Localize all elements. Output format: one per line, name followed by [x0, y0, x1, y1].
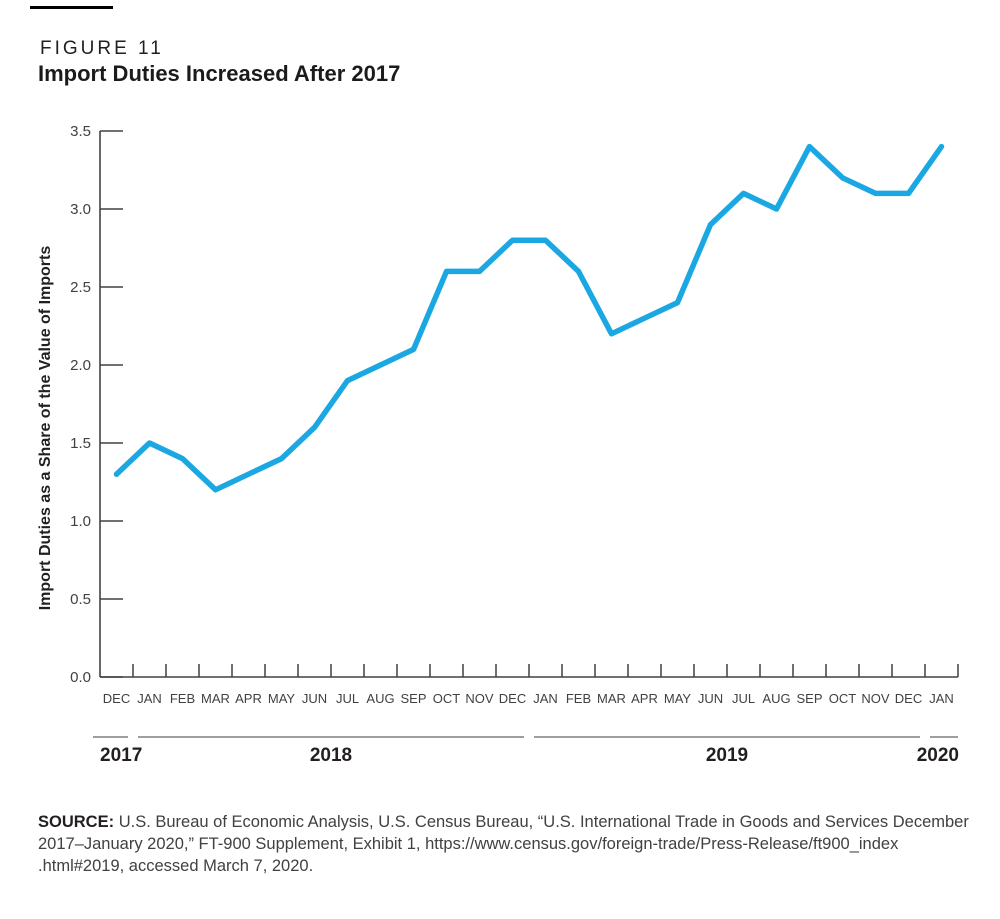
month-label: MAY	[268, 691, 296, 706]
y-tick-label: 3.5	[70, 123, 91, 140]
month-label: JAN	[929, 691, 954, 706]
month-label: AUG	[762, 691, 790, 706]
month-label: FEB	[170, 691, 195, 706]
month-label: JUN	[302, 691, 327, 706]
month-label: MAR	[201, 691, 230, 706]
y-tick-label: 0.0	[70, 669, 91, 686]
source-note: SOURCE: U.S. Bureau of Economic Analysis…	[38, 811, 973, 877]
source-line: 2017–January 2020,” FT-900 Supplement, E…	[38, 835, 899, 853]
chart-svg: 0.0 0.5 1.0 1.5 2.0 2.5 3.0 3.5 DEC JAN FEB MAR APR M…	[70, 123, 959, 766]
month-label: SEP	[400, 691, 426, 706]
y-tick-label: 3.0	[70, 201, 91, 218]
year-label: 2019	[706, 745, 748, 766]
y-tick-label: 1.5	[70, 435, 91, 452]
year-label: 2017	[100, 745, 142, 766]
figure-top-rule	[30, 6, 113, 9]
month-label: DEC	[499, 691, 526, 706]
month-label: OCT	[829, 691, 857, 706]
source-label: SOURCE:	[38, 813, 115, 831]
year-label: 2020	[917, 745, 959, 766]
y-tick-label: 2.5	[70, 279, 91, 296]
month-label: MAY	[664, 691, 692, 706]
year-label: 2018	[310, 745, 352, 766]
month-label: NOV	[465, 691, 494, 706]
month-label: JAN	[137, 691, 162, 706]
source-text: U.S. Bureau of Economic Analysis, U.S. C…	[118, 813, 969, 831]
series-line	[113, 143, 945, 493]
source-line: SOURCE: U.S. Bureau of Economic Analysis…	[38, 811, 973, 833]
month-label: AUG	[366, 691, 394, 706]
month-label: DEC	[103, 691, 130, 706]
y-tick-label: 0.5	[70, 591, 91, 608]
month-label: JUL	[732, 691, 755, 706]
month-label: JUN	[698, 691, 723, 706]
month-label: JUL	[336, 691, 359, 706]
figure-number-label: FIGURE 11	[40, 38, 164, 59]
month-label: DEC	[895, 691, 922, 706]
month-label: APR	[235, 691, 262, 706]
month-label: APR	[631, 691, 658, 706]
month-label: SEP	[796, 691, 822, 706]
source-line: .html#2019, accessed March 7, 2020.	[38, 857, 314, 875]
month-label: FEB	[566, 691, 591, 706]
figure-title: Import Duties Increased After 2017	[38, 61, 401, 86]
month-label: NOV	[861, 691, 890, 706]
month-label: MAR	[597, 691, 626, 706]
y-tick-label: 2.0	[70, 357, 91, 374]
month-label: JAN	[533, 691, 558, 706]
month-label: OCT	[433, 691, 461, 706]
y-tick-label: 1.0	[70, 513, 91, 530]
